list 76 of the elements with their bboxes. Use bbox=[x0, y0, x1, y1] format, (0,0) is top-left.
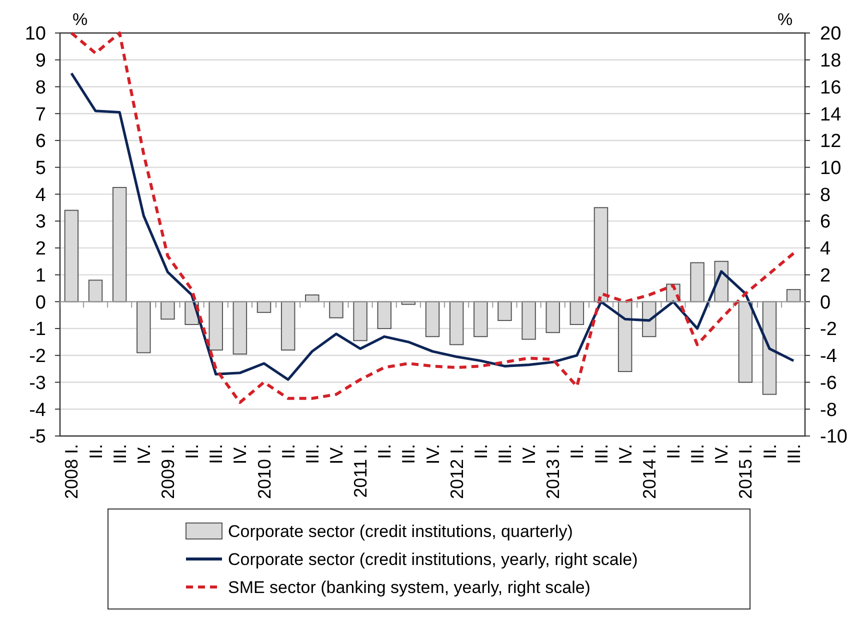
y-tick-label: 8 bbox=[35, 77, 46, 98]
x-tick-label: III. bbox=[591, 444, 612, 464]
y-tick-label: 7 bbox=[35, 104, 46, 126]
y-tick-label: -4 bbox=[29, 400, 46, 421]
y2-tick-label: -4 bbox=[820, 346, 838, 368]
y-tick-label: 0 bbox=[35, 292, 46, 314]
y2-axis-title: % bbox=[777, 10, 793, 29]
bar bbox=[570, 301, 584, 326]
y-tick-label: 4 bbox=[35, 184, 46, 206]
x-tick-label: III. bbox=[784, 444, 804, 464]
y2-tick-label: 4 bbox=[820, 238, 831, 260]
y-tick-label: -3 bbox=[29, 372, 46, 394]
x-tick-label: II. bbox=[470, 444, 491, 460]
line-series bbox=[70, 72, 795, 381]
x-tick-label: III. bbox=[206, 444, 226, 464]
x-tick-label: II. bbox=[86, 444, 106, 460]
y-tick-label: 3 bbox=[35, 212, 46, 233]
x-tick-label: IV. bbox=[422, 444, 443, 464]
y2-tick-label: -8 bbox=[820, 400, 837, 421]
bar bbox=[786, 289, 801, 302]
y2-tick-label: 16 bbox=[820, 77, 842, 98]
y2-tick-label: 20 bbox=[820, 24, 842, 45]
line-series bbox=[70, 32, 796, 404]
y-tick-label: -5 bbox=[29, 426, 46, 448]
bar bbox=[88, 280, 103, 302]
x-tick-label: III. bbox=[495, 444, 516, 464]
x-tick-label: IV. bbox=[519, 444, 540, 464]
x-tick-label: II. bbox=[374, 444, 395, 460]
bar bbox=[160, 301, 175, 320]
y2-tick-label: 12 bbox=[820, 131, 842, 152]
x-tick-label: IV. bbox=[615, 444, 636, 464]
y2-tick-label: 0 bbox=[820, 292, 831, 314]
x-tick-label: 2009 I. bbox=[158, 444, 178, 500]
x-tick-label: IV. bbox=[134, 444, 154, 464]
y-tick-label: 6 bbox=[35, 131, 46, 152]
y2-tick-label: 18 bbox=[820, 50, 842, 72]
y-tick-label: 1 bbox=[35, 265, 46, 286]
x-tick-label: IV. bbox=[712, 444, 732, 464]
x-tick-label: IV. bbox=[230, 444, 250, 464]
legend-label: Corporate sector (credit institutions, quarterly) bbox=[228, 522, 573, 541]
x-tick-label: 2010 I. bbox=[254, 444, 274, 500]
y2-tick-label: 8 bbox=[820, 184, 831, 206]
x-tick-label: 2014 I. bbox=[639, 444, 660, 500]
x-tick-label: 2008 I. bbox=[62, 444, 82, 500]
y2-tick-label: 14 bbox=[820, 104, 842, 126]
y-axis-title: % bbox=[72, 10, 88, 29]
y2-tick-label: -6 bbox=[820, 372, 837, 394]
x-tick-label: III. bbox=[302, 444, 322, 464]
y-tick-label: 5 bbox=[35, 158, 46, 179]
bar bbox=[498, 301, 512, 321]
x-tick-label: II. bbox=[182, 444, 202, 460]
x-tick-label: II. bbox=[278, 444, 298, 460]
x-tick-label: II. bbox=[760, 444, 780, 460]
y-tick-label: 2 bbox=[35, 238, 46, 260]
bar bbox=[329, 301, 344, 318]
x-tick-label: 2012 I. bbox=[446, 444, 467, 500]
x-tick-label: III. bbox=[110, 444, 130, 464]
y-tick-label: -1 bbox=[29, 319, 46, 340]
x-tick-label: 2013 I. bbox=[543, 444, 564, 500]
x-tick-label: IV. bbox=[326, 444, 347, 464]
x-tick-label: II. bbox=[567, 444, 588, 460]
y2-tick-label: -10 bbox=[820, 426, 848, 448]
y-tick-label: 9 bbox=[35, 50, 46, 72]
x-tick-label: II. bbox=[664, 444, 684, 460]
x-tick-label: III. bbox=[398, 444, 419, 464]
x-tick-label: 2015 I. bbox=[736, 444, 756, 500]
x-tick-label: 2011 I. bbox=[350, 444, 371, 498]
y2-tick-label: 2 bbox=[820, 265, 831, 286]
y-tick-label: 10 bbox=[24, 24, 46, 45]
y2-tick-label: 10 bbox=[820, 158, 842, 179]
legend-label: Corporate sector (credit institutions, yearly, right scale) bbox=[228, 550, 638, 569]
x-tick-label: III. bbox=[688, 444, 708, 464]
legend-label: SME sector (banking system, yearly, right scale) bbox=[228, 578, 590, 597]
y2-tick-label: 6 bbox=[820, 212, 831, 233]
y-tick-label: -2 bbox=[29, 346, 46, 368]
y2-tick-label: -2 bbox=[820, 319, 837, 340]
